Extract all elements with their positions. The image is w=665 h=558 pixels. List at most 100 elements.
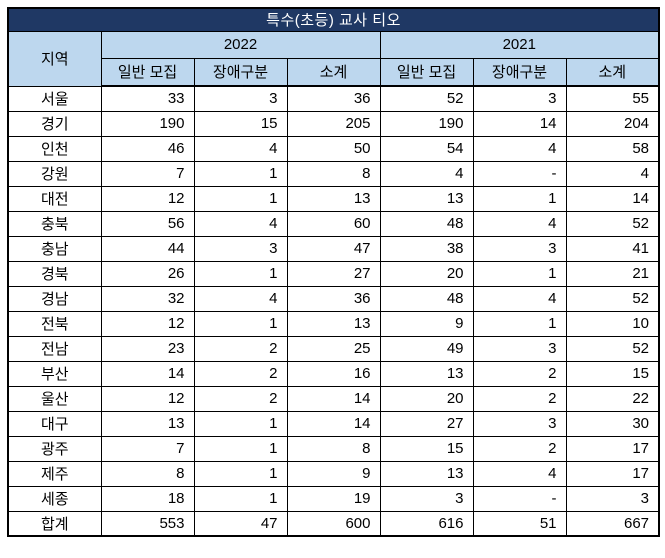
region-cell: 광주: [7, 435, 102, 462]
region-cell: 경남: [7, 285, 102, 312]
value-cell: 20: [379, 260, 474, 287]
value-cell: 20: [379, 385, 474, 412]
region-cell: 전남: [7, 335, 102, 362]
value-cell: 1: [472, 260, 567, 287]
region-cell: 제주: [7, 460, 102, 487]
value-cell: 27: [286, 260, 381, 287]
value-cell: 1: [193, 160, 288, 187]
region-cell: 인천: [7, 135, 102, 162]
region-cell: 부산: [7, 360, 102, 387]
value-cell: 7: [100, 435, 195, 462]
value-cell: 2: [193, 335, 288, 362]
value-cell: 16: [286, 360, 381, 387]
year-header-row: 지역 2022 2021: [7, 30, 660, 87]
value-cell: 14: [286, 410, 381, 437]
value-cell: 25: [286, 335, 381, 362]
col-header-2021-subtotal: 소계: [565, 57, 660, 87]
table-title: 특수(초등) 교사 티오: [7, 7, 660, 32]
value-cell: 52: [565, 285, 660, 312]
table-row: 부산 14 2 16 13 2 15: [7, 360, 660, 387]
value-cell: 14: [565, 185, 660, 212]
value-cell: 41: [565, 235, 660, 262]
col-header-2022-disability: 장애구분: [193, 57, 288, 87]
total-row: 합계 553 47 600 616 51 667: [7, 510, 660, 537]
value-cell: 32: [100, 285, 195, 312]
value-cell: 60: [286, 210, 381, 237]
value-cell: 14: [472, 110, 567, 137]
value-cell: 3: [472, 335, 567, 362]
value-cell: 52: [379, 85, 474, 112]
value-cell: 27: [379, 410, 474, 437]
value-cell: 553: [100, 510, 195, 537]
region-cell: 울산: [7, 385, 102, 412]
sub-header-row: 일반 모집 장애구분 소계 일반 모집 장애구분 소계: [8, 57, 660, 87]
value-cell: 19: [286, 485, 381, 512]
value-cell: -: [472, 485, 567, 512]
region-cell: 경북: [7, 260, 102, 287]
value-cell: 12: [100, 185, 195, 212]
value-cell: 48: [379, 285, 474, 312]
table-row: 세종 18 1 19 3-3: [7, 485, 660, 512]
value-cell: 2: [472, 385, 567, 412]
value-cell: 1: [193, 460, 288, 487]
value-cell: 15: [379, 435, 474, 462]
table-row: 인천 46 4 50 54 4 58: [7, 135, 660, 162]
col-header-2021-general: 일반 모집: [379, 57, 474, 87]
value-cell: 50: [286, 135, 381, 162]
value-cell: 4: [193, 135, 288, 162]
region-cell: 경기: [7, 110, 102, 137]
sheet: 특수(초등) 교사 티오 지역 2022 2021 일반 모집 장애구분 소계 …: [7, 7, 661, 537]
value-cell: 3: [379, 485, 474, 512]
table-row: 제주 8 1 9 13 4 17: [7, 460, 660, 487]
value-cell: 3: [472, 85, 567, 112]
value-cell: 2: [472, 435, 567, 462]
col-header-2022-general: 일반 모집: [100, 57, 195, 87]
value-cell: 14: [286, 385, 381, 412]
table-row: 충북 56 4 60 48 4 52: [7, 210, 660, 237]
value-cell: 13: [379, 185, 474, 212]
value-cell: 15: [565, 360, 660, 387]
region-cell: 충북: [7, 210, 102, 237]
value-cell: 48: [379, 210, 474, 237]
value-cell: 8: [100, 460, 195, 487]
region-cell: 대구: [7, 410, 102, 437]
value-cell: 10: [565, 310, 660, 337]
value-cell: 3: [565, 485, 660, 512]
value-cell: 4: [565, 160, 660, 187]
value-cell: 9: [286, 460, 381, 487]
value-cell: 52: [565, 210, 660, 237]
value-cell: 2: [193, 385, 288, 412]
value-cell: 36: [286, 85, 381, 112]
value-cell: 4: [193, 210, 288, 237]
value-cell: 22: [565, 385, 660, 412]
value-cell: 667: [565, 510, 660, 537]
value-cell: 8: [286, 435, 381, 462]
value-cell: 4: [472, 135, 567, 162]
value-cell: 52: [565, 335, 660, 362]
value-cell: 13: [100, 410, 195, 437]
table-row: 대전 12 1 13 13 1 14: [7, 185, 660, 212]
value-cell: 12: [100, 310, 195, 337]
value-cell: 13: [286, 185, 381, 212]
value-cell: 1: [193, 260, 288, 287]
region-cell: 강원: [7, 160, 102, 187]
value-cell: 190: [100, 110, 195, 137]
value-cell: 4: [193, 285, 288, 312]
value-cell: 3: [193, 235, 288, 262]
value-cell: 44: [100, 235, 195, 262]
value-cell: 36: [286, 285, 381, 312]
region-cell: 합계: [7, 510, 102, 537]
col-header-2021-disability: 장애구분: [472, 57, 567, 87]
value-cell: 23: [100, 335, 195, 362]
value-cell: 51: [472, 510, 567, 537]
value-cell: 14: [100, 360, 195, 387]
title-row: 특수(초등) 교사 티오: [7, 7, 660, 32]
value-cell: 1: [193, 435, 288, 462]
table-row: 충남 44 3 47 38 3 41: [7, 235, 660, 262]
value-cell: 13: [379, 360, 474, 387]
value-cell: 56: [100, 210, 195, 237]
value-cell: 46: [100, 135, 195, 162]
value-cell: 1: [193, 410, 288, 437]
year-2022-header: 2022: [100, 30, 381, 59]
table-row: 광주 7 1 8 15 2 17: [7, 435, 660, 462]
